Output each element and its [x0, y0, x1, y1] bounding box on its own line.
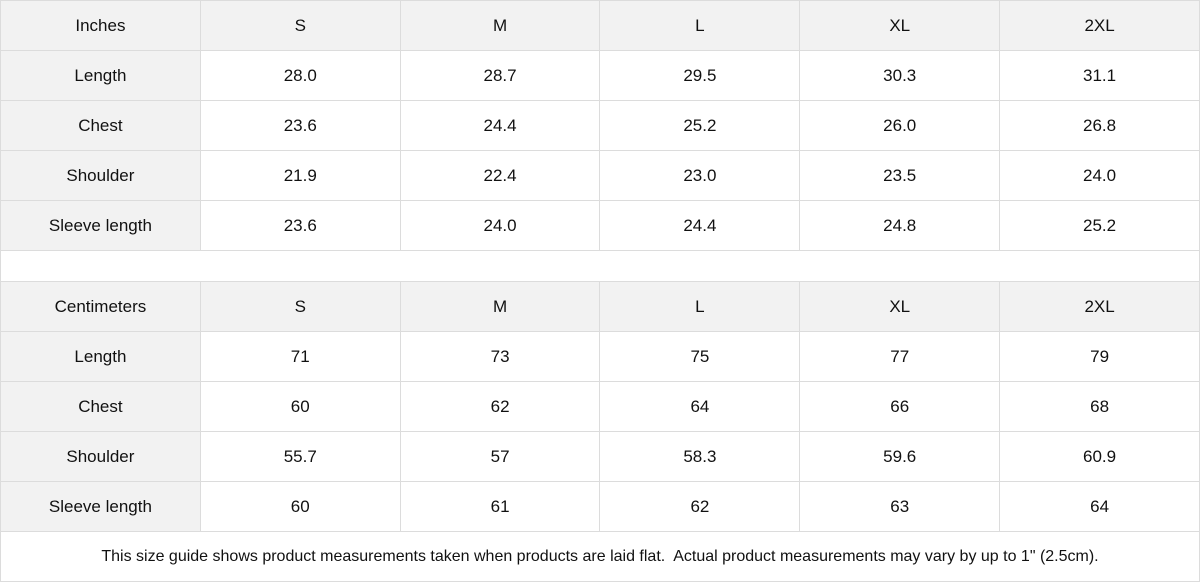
size-header: XL	[799, 281, 1001, 332]
measurement-label: Chest	[0, 100, 201, 151]
measurement-value: 66	[799, 381, 1001, 432]
measurement-value: 60	[199, 381, 401, 432]
table-spacer	[0, 251, 1200, 281]
header-row: Inches S M L XL 2XL	[0, 0, 1200, 51]
table-row: Length 71 73 75 77 79	[0, 331, 1200, 382]
measurement-value: 68	[999, 381, 1200, 432]
size-header: M	[399, 281, 601, 332]
unit-label: Inches	[0, 0, 201, 51]
table-row: Shoulder 55.7 57 58.3 59.6 60.9	[0, 431, 1200, 482]
measurement-value: 28.7	[399, 50, 601, 101]
table-row: Chest 60 62 64 66 68	[0, 381, 1200, 432]
measurement-value: 23.0	[599, 150, 801, 201]
unit-label: Centimeters	[0, 281, 201, 332]
measurement-value: 26.8	[999, 100, 1200, 151]
measurement-value: 61	[399, 481, 601, 532]
measurement-value: 79	[999, 331, 1200, 382]
measurement-value: 23.6	[199, 100, 401, 151]
centimeters-table: Centimeters S M L XL 2XL Length 71 73 75 77 79 Chest…	[0, 281, 1200, 532]
measurement-label: Shoulder	[0, 431, 201, 482]
measurement-value: 29.5	[599, 50, 801, 101]
size-header: L	[599, 0, 801, 51]
measurement-label: Shoulder	[0, 150, 201, 201]
measurement-value: 64	[999, 481, 1200, 532]
measurement-value: 64	[599, 381, 801, 432]
measurement-value: 73	[399, 331, 601, 382]
measurement-value: 24.0	[399, 200, 601, 251]
size-header: M	[399, 0, 601, 51]
measurement-value: 63	[799, 481, 1001, 532]
measurement-value: 23.6	[199, 200, 401, 251]
measurement-value: 28.0	[199, 50, 401, 101]
measurement-value: 25.2	[999, 200, 1200, 251]
size-header: S	[199, 0, 401, 51]
size-header: S	[199, 281, 401, 332]
measurement-value: 25.2	[599, 100, 801, 151]
table-row: Shoulder 21.9 22.4 23.0 23.5 24.0	[0, 150, 1200, 201]
measurement-value: 55.7	[199, 431, 401, 482]
measurement-value: 58.3	[599, 431, 801, 482]
measurement-value: 24.8	[799, 200, 1001, 251]
measurement-value: 22.4	[399, 150, 601, 201]
size-header: L	[599, 281, 801, 332]
measurement-label: Chest	[0, 381, 201, 432]
measurement-value: 24.4	[399, 100, 601, 151]
table-row: Sleeve length 60 61 62 63 64	[0, 481, 1200, 532]
measurement-value: 23.5	[799, 150, 1001, 201]
table-row: Chest 23.6 24.4 25.2 26.0 26.8	[0, 100, 1200, 151]
measurement-label: Sleeve length	[0, 200, 201, 251]
measurement-value: 59.6	[799, 431, 1001, 482]
measurement-value: 62	[399, 381, 601, 432]
size-header: 2XL	[999, 0, 1200, 51]
size-header: XL	[799, 0, 1001, 51]
header-row: Centimeters S M L XL 2XL	[0, 281, 1200, 332]
measurement-label: Length	[0, 50, 201, 101]
measurement-value: 71	[199, 331, 401, 382]
table-row: Sleeve length 23.6 24.0 24.4 24.8 25.2	[0, 200, 1200, 251]
measurement-value: 30.3	[799, 50, 1001, 101]
measurement-value: 24.0	[999, 150, 1200, 201]
table-row: Length 28.0 28.7 29.5 30.3 31.1	[0, 50, 1200, 101]
measurement-value: 57	[399, 431, 601, 482]
measurement-value: 60	[199, 481, 401, 532]
measurement-value: 62	[599, 481, 801, 532]
measurement-value: 21.9	[199, 150, 401, 201]
measurement-value: 26.0	[799, 100, 1001, 151]
measurement-value: 77	[799, 331, 1001, 382]
measurement-label: Length	[0, 331, 201, 382]
measurement-value: 24.4	[599, 200, 801, 251]
measurement-value: 60.9	[999, 431, 1200, 482]
measurement-note: This size guide shows product measuremen…	[0, 532, 1200, 582]
measurement-label: Sleeve length	[0, 481, 201, 532]
measurement-value: 75	[599, 331, 801, 382]
inches-table: Inches S M L XL 2XL Length 28.0 28.7 29.5 30.3 31.1…	[0, 0, 1200, 251]
size-header: 2XL	[999, 281, 1200, 332]
measurement-value: 31.1	[999, 50, 1200, 101]
